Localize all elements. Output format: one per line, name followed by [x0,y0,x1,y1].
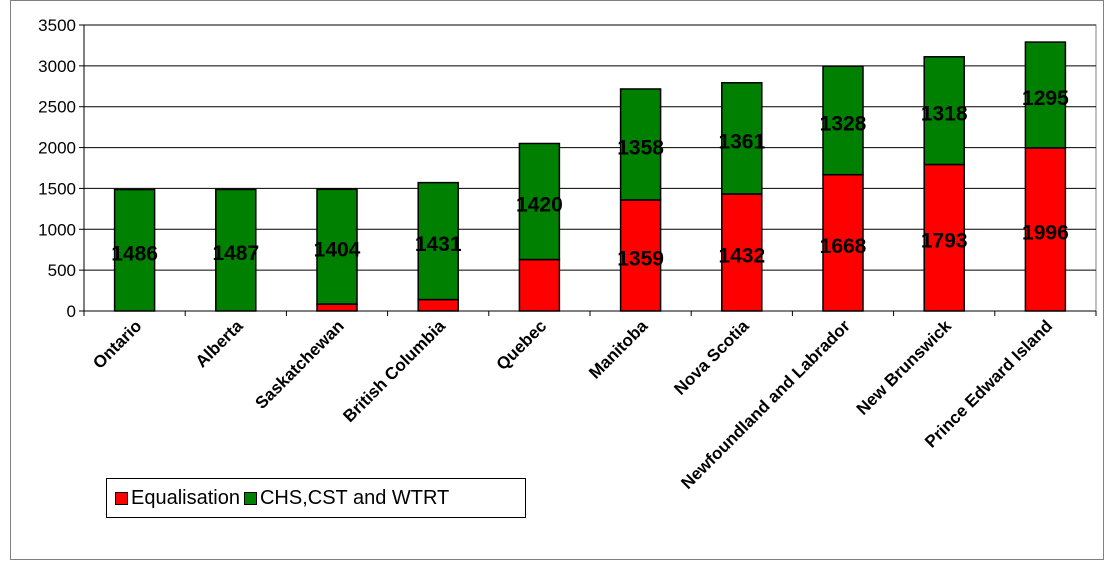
y-tick-label: 1000 [38,220,76,239]
bar-segment-chs-cst-wtrt [721,82,763,195]
y-tick-label: 2000 [38,139,76,158]
bar-segment-chs-cst-wtrt [1024,41,1067,149]
y-tick-label: 500 [48,261,76,280]
y-tick-label: 1500 [38,179,76,198]
data-label: 1318 [921,103,968,126]
bars [113,41,1067,312]
y-tick-label: 3000 [38,57,76,76]
data-label: 1487 [212,242,259,265]
y-tick-label: 2500 [38,98,76,117]
bar-segment-chs-cst-wtrt [215,188,257,312]
data-label: 1420 [516,194,563,217]
data-labels: 1486 1487 1404 1431 1420 1359 1358 1432 1361 1668… [111,87,1069,270]
data-label: 1295 [1022,87,1069,110]
legend-item-equalisation: Equalisation [115,487,240,510]
bar-segment-chs-cst-wtrt [518,142,561,261]
legend-swatch-chs-cst-wtrt [243,491,257,505]
data-label: 1358 [617,136,664,159]
data-label: 1431 [415,233,462,256]
bar-segment-chs-cst-wtrt [417,181,459,301]
bar-segment-equalisation [316,303,358,312]
data-label: 1361 [718,130,765,153]
bar-segment-equalisation [721,193,763,312]
legend-label-equalisation: Equalisation [131,486,240,509]
data-label: 1668 [820,235,867,258]
y-tick-label: 0 [67,302,76,321]
data-label: 1404 [314,239,361,262]
data-label: 1359 [617,247,664,270]
legend-label-chs-cst-wtrt: CHS,CST and WTRT [259,486,450,509]
bar-segment-chs-cst-wtrt [113,188,156,312]
data-label: 1793 [921,230,968,253]
bar-segment-chs-cst-wtrt [619,88,662,201]
bar-segment-equalisation [417,298,459,312]
data-label: 1996 [1022,221,1069,244]
bar-segment-chs-cst-wtrt [316,188,358,305]
bar-segment-equalisation [518,258,561,312]
data-label: 1432 [718,244,765,267]
bar-segment-equalisation [1024,147,1067,312]
legend-swatch-equalisation [115,491,128,505]
bar-segment-chs-cst-wtrt [923,56,965,166]
bar-segment-chs-cst-wtrt [822,65,864,176]
legend-item-chs-cst-wtrt: CHS,CST and WTRT [243,486,450,510]
data-label: 1328 [820,112,867,135]
data-label: 1486 [111,242,158,265]
y-tick-label: 3500 [38,16,76,35]
bar-segment-equalisation [923,163,965,312]
legend: Equalisation CHS,CST and WTRT [106,478,526,518]
